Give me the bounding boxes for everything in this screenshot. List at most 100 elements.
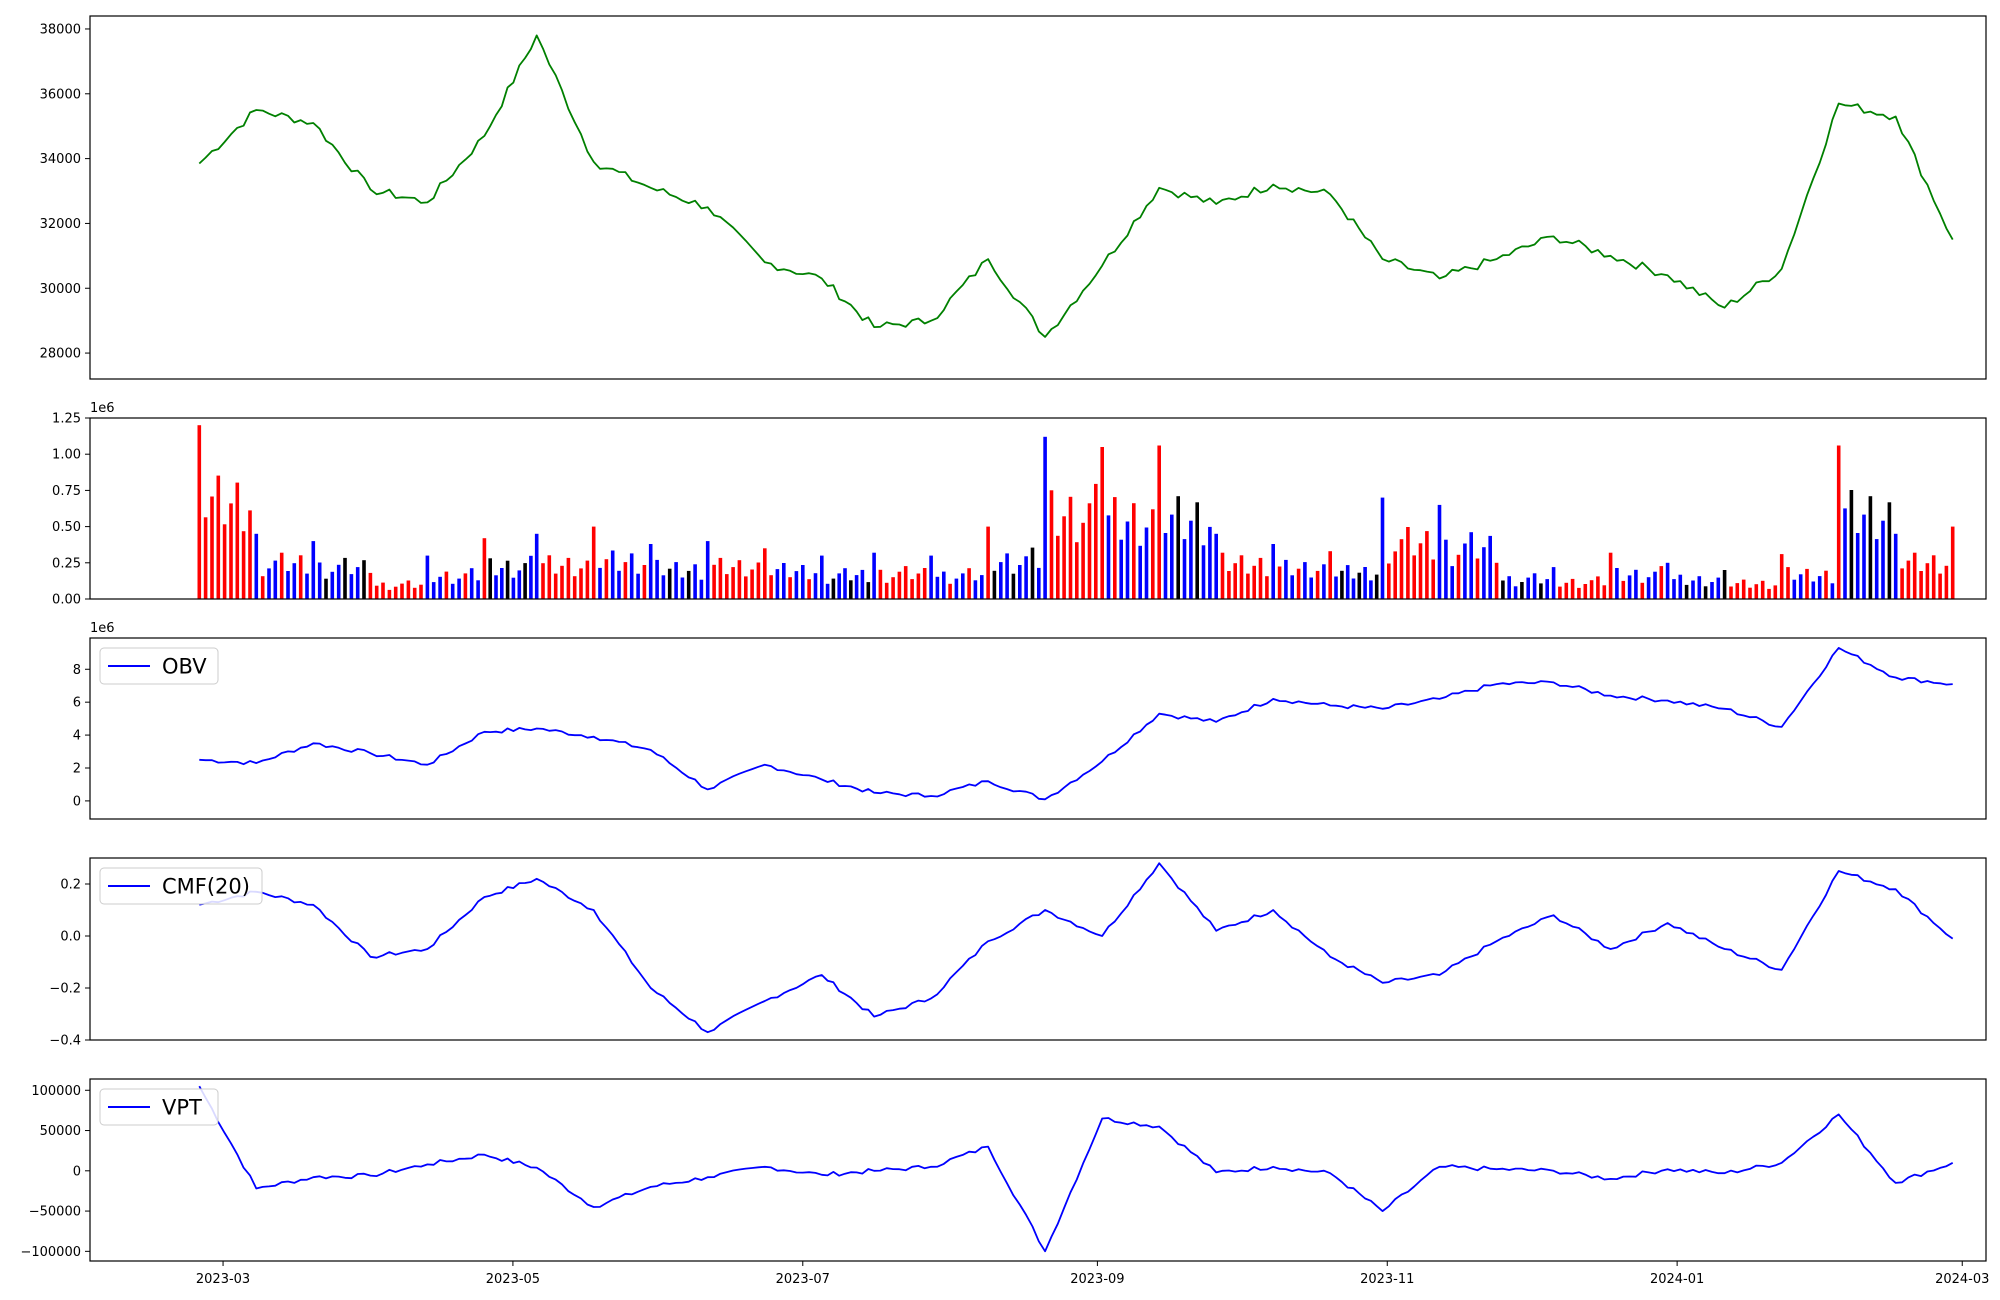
price-ytick-label: 30000: [40, 282, 81, 297]
volume-bar: [878, 569, 883, 599]
volume-bar: [1653, 571, 1657, 599]
volume-bar: [1056, 535, 1060, 599]
volume-bar: [1843, 508, 1847, 599]
volume-bar: [782, 563, 786, 599]
volume-bar: [523, 563, 527, 599]
volume-bar: [929, 555, 933, 599]
volume-bar: [1849, 490, 1854, 599]
volume-bar: [1577, 587, 1581, 599]
volume-bar: [1735, 583, 1740, 599]
volume-bar: [1431, 559, 1435, 599]
volume-bar: [330, 571, 335, 599]
volume-bar: [374, 585, 379, 599]
volume-bar: [1596, 576, 1600, 599]
price-panel: 28000 30000 32000 34000 36000 38000: [40, 15, 1987, 380]
volume-bar: [999, 562, 1003, 599]
volume-bar: [534, 533, 539, 599]
volume-bar: [731, 567, 735, 599]
volume-bar: [336, 564, 341, 599]
volume-bar: [1214, 533, 1218, 599]
volume-bar: [1144, 527, 1149, 599]
volume-ytick-label: 0.00: [52, 593, 81, 608]
volume-ytick-label: 0.25: [52, 556, 81, 571]
volume-bar: [317, 562, 322, 599]
volume-bar: [469, 568, 474, 599]
volume-bar: [769, 575, 773, 599]
volume-bar: [1640, 582, 1645, 599]
volume-bar: [680, 577, 685, 599]
volume-bar: [1767, 588, 1771, 599]
volume-bar: [1824, 570, 1828, 599]
volume-bar: [482, 538, 487, 599]
volume-bar: [756, 562, 761, 599]
volume-bar: [1246, 573, 1250, 599]
obv-ytick-label: 8: [73, 663, 81, 678]
volume-bar: [400, 583, 404, 599]
volume-bar: [1463, 543, 1467, 599]
volume-bar: [1363, 567, 1367, 599]
volume-bar: [699, 579, 704, 599]
obv-ytick-label: 6: [73, 696, 81, 711]
volume-bar: [986, 526, 990, 599]
volume-bar: [1357, 572, 1362, 599]
volume-bar: [623, 562, 628, 599]
volume-bar: [1024, 556, 1028, 599]
cmf-ytick-label: 0.2: [60, 878, 81, 893]
volume-bar: [1412, 555, 1416, 599]
volume-bar: [343, 557, 347, 599]
volume-bar: [1710, 582, 1714, 599]
volume-bar: [1138, 545, 1142, 599]
volume-bar: [1887, 502, 1892, 599]
volume-bar: [648, 544, 653, 599]
volume-bar: [1558, 586, 1562, 599]
cmf-panel: −0.4 −0.2 0.0 0.2 CMF(20): [49, 857, 1987, 1049]
volume-bar: [1874, 539, 1879, 599]
volume-ytick-label: 1.25: [52, 412, 81, 427]
volume-bar: [1030, 547, 1035, 599]
volume-bar: [725, 574, 729, 599]
volume-bar: [1380, 497, 1385, 599]
volume-bar: [1043, 436, 1047, 599]
volume-bar: [1830, 583, 1835, 599]
volume-bar: [393, 586, 398, 599]
price-axes-frame: [89, 15, 1987, 380]
obv-axes-frame: [89, 637, 1987, 820]
volume-bar: [572, 576, 577, 599]
vpt-panel: −100000 −50000 0 50000 100000 VPT 2023-03 2023-…: [20, 1078, 1989, 1287]
volume-bar: [1475, 558, 1480, 599]
volume-bar: [241, 531, 246, 599]
volume-bar: [1011, 573, 1016, 599]
volume-bar: [229, 503, 233, 599]
volume-bar: [1836, 445, 1841, 599]
volume-bar: [1678, 574, 1683, 599]
volume-bar: [891, 577, 895, 599]
volume-bar: [1817, 576, 1822, 599]
volume-bar: [286, 571, 290, 599]
volume-bar: [1482, 547, 1486, 599]
volume-bar: [1151, 509, 1155, 599]
volume-bar: [1406, 527, 1410, 599]
volume-offset-label: 1e6: [90, 401, 115, 416]
volume-bar: [1170, 514, 1174, 599]
volume-bar: [1418, 543, 1423, 599]
volume-bar: [1919, 571, 1923, 599]
volume-bar: [1539, 583, 1543, 599]
vpt-series-line: [198, 1085, 1954, 1253]
volume-bar: [1501, 580, 1505, 599]
volume-bar: [1906, 560, 1911, 599]
volume-bar: [916, 573, 921, 599]
volume-bar: [368, 572, 373, 599]
volume-bar: [831, 578, 836, 599]
volume-bar: [1399, 539, 1404, 599]
xtick-label: 2023-05: [486, 1272, 540, 1287]
volume-bar: [1646, 577, 1651, 599]
vpt-ytick-label: −50000: [29, 1205, 81, 1220]
volume-bar: [1284, 559, 1288, 599]
volume-bar: [1672, 579, 1676, 599]
volume-bar: [1684, 584, 1689, 599]
volume-bar: [980, 575, 984, 599]
volume-bar: [1201, 545, 1206, 599]
volume-bar: [1037, 567, 1041, 599]
volume-bar: [1507, 576, 1511, 599]
volume-bar: [1450, 566, 1454, 599]
